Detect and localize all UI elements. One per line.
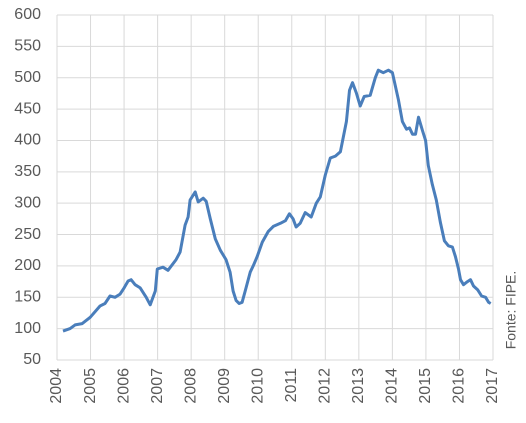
y-tick-label: 200 <box>14 257 41 274</box>
x-tick-label: 2006 <box>115 368 132 404</box>
x-tick-label: 2014 <box>384 368 401 404</box>
x-tick-label: 2004 <box>48 368 65 404</box>
y-tick-label: 400 <box>14 132 41 149</box>
y-tick-label: 500 <box>14 69 41 86</box>
y-tick-label: 150 <box>14 288 41 305</box>
y-tick-label: 100 <box>14 320 41 337</box>
x-tick-label: 2009 <box>216 368 233 404</box>
x-tick-label: 2007 <box>149 368 166 404</box>
x-tick-label: 2012 <box>317 368 334 404</box>
x-tick-label: 2005 <box>82 368 99 404</box>
y-tick-label: 300 <box>14 194 41 211</box>
x-tick-label: 2016 <box>451 368 468 404</box>
x-tick-label: 2010 <box>249 368 266 404</box>
y-tick-label: 250 <box>14 226 41 243</box>
x-tick-label: 2011 <box>283 368 300 403</box>
line <box>62 68 492 333</box>
source-note: Fonte: FIPE. <box>503 271 519 350</box>
y-tick-label: 50 <box>23 351 41 368</box>
y-tick-label: 550 <box>14 38 41 55</box>
x-tick-label: 2017 <box>484 368 501 404</box>
y-tick-label: 600 <box>14 6 41 23</box>
y-tick-label: 350 <box>14 163 41 180</box>
x-tick-label: 2015 <box>417 368 434 404</box>
y-tick-label: 450 <box>14 100 41 117</box>
x-tick-label: 2008 <box>182 368 199 404</box>
x-tick-label: 2013 <box>350 368 367 404</box>
